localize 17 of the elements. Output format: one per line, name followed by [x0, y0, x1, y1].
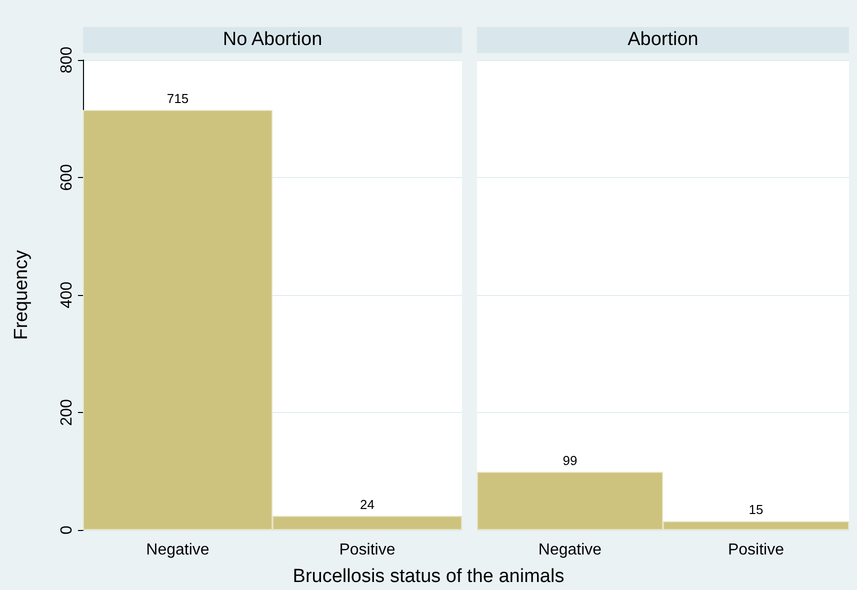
data-label: 15: [748, 502, 764, 518]
y-tick-label: 0: [58, 525, 76, 534]
chart-title: Abortion: [477, 27, 849, 53]
y-tick-label: 600: [58, 164, 76, 191]
x-tick-label: Positive: [339, 542, 396, 558]
x-tick-label: Negative: [146, 542, 210, 558]
data-label: 99: [562, 452, 578, 468]
y-tick-label: 800: [58, 46, 76, 74]
y-axis-title: Frequency: [11, 250, 32, 340]
data-label: 24: [360, 496, 374, 512]
y-tick-label: 200: [58, 399, 76, 426]
x-tick-label: Negative: [538, 542, 602, 558]
x-axis-title: Brucellosis status of the animals: [292, 566, 566, 588]
y-tick-label: 400: [58, 282, 76, 308]
x-tick-label: Positive: [728, 542, 784, 558]
chart-title: No Abortion: [83, 27, 462, 53]
data-label: 715: [166, 90, 189, 106]
